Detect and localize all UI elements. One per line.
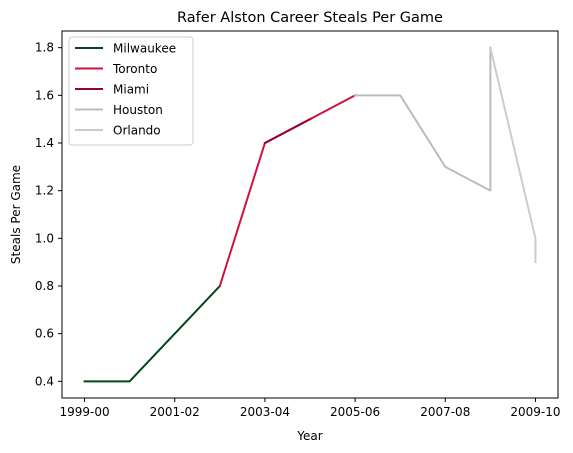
x-tick-label: 2001-02 — [150, 405, 200, 419]
y-axis-label: Steals Per Game — [9, 165, 23, 264]
legend-label-houston: Houston — [113, 103, 163, 117]
y-tick-label: 1.6 — [35, 88, 54, 102]
x-tick-label: 2007-08 — [420, 405, 470, 419]
series-line-houston — [354, 46, 492, 192]
y-tick-label: 0.6 — [35, 327, 54, 341]
series-line-orlando — [489, 46, 537, 264]
y-tick-label: 1.4 — [35, 136, 54, 150]
y-tick-label: 1.2 — [35, 184, 54, 198]
y-axis: 0.4 0.6 0.8 1.0 1.2 1.4 1.6 1.8 — [35, 41, 62, 388]
legend-label-milwaukee: Milwaukee — [113, 42, 176, 56]
x-tick-label: 2009-10 — [510, 405, 560, 419]
x-tick-label: 2005-06 — [330, 405, 380, 419]
chart-title: Rafer Alston Career Steals Per Game — [177, 10, 443, 26]
y-tick-label: 0.8 — [35, 279, 54, 293]
legend-box — [68, 36, 194, 146]
x-tick-label: 1999-00 — [59, 405, 109, 419]
plot-lines — [83, 46, 537, 383]
x-axis: 1999-00 2001-02 2003-04 2005-06 2007-08 2009-… — [59, 398, 561, 419]
y-tick-label: 1.0 — [35, 231, 54, 245]
x-tick-label: 2003-04 — [240, 405, 290, 419]
series-line-miami — [263, 117, 312, 145]
series-line-milwaukee — [83, 284, 222, 383]
legend: Milwaukee Toronto Miami Houston Orlando — [68, 36, 194, 146]
legend-label-toronto: Toronto — [112, 62, 157, 76]
y-tick-label: 1.8 — [35, 41, 54, 55]
x-axis-label: Year — [296, 429, 322, 443]
plot-frame — [61, 30, 559, 399]
legend-label-miami: Miami — [113, 83, 149, 97]
y-tick-label: 0.4 — [35, 374, 54, 388]
legend-label-orlando: Orlando — [113, 124, 161, 138]
